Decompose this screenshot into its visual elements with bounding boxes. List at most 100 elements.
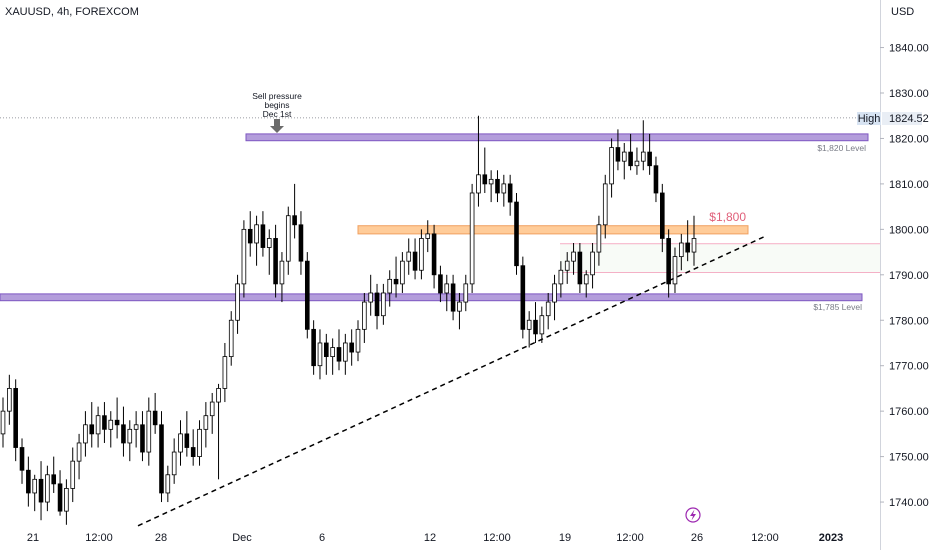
candle (304, 252, 310, 339)
sell-pressure-line-3: Dec 1st (263, 109, 292, 119)
candle-body-down (89, 424, 95, 435)
candle (501, 174, 507, 207)
candle (412, 238, 418, 280)
candle-body-up (285, 215, 291, 262)
candle (108, 411, 114, 448)
candle-body-up (590, 251, 595, 276)
candle-body-down (159, 424, 164, 494)
candle-body-up (463, 283, 469, 303)
y-tick-label: 1800.00 (889, 224, 929, 236)
candle-body-up (209, 401, 215, 417)
candle-body-down (431, 233, 437, 276)
candle (514, 192, 519, 275)
candle (292, 183, 297, 239)
candle (19, 438, 25, 484)
candle-body-up (127, 428, 133, 444)
candle (660, 183, 665, 253)
candles (0, 115, 697, 525)
lightning-icon[interactable] (685, 507, 701, 523)
candle-body-up (501, 183, 507, 194)
candle (564, 252, 570, 284)
candle-body-up (368, 292, 373, 303)
level-1820-label: $1,820 Level (817, 143, 866, 153)
candle (279, 252, 285, 303)
down-arrow-icon (270, 119, 284, 133)
candle-body-down (412, 251, 418, 271)
candle-body-up (7, 388, 12, 412)
x-tick-label: 12 (424, 532, 436, 544)
candle (400, 252, 405, 293)
candle (476, 115, 481, 207)
candle-body-up (317, 342, 323, 367)
candle-body-up (691, 238, 697, 253)
candle-body-up (609, 147, 614, 185)
candle (324, 333, 329, 375)
candle-body-down (304, 260, 310, 330)
candle-body-up (203, 415, 209, 430)
candle-body-up (381, 292, 386, 317)
candle-body-up (571, 251, 576, 262)
chart-title: XAUUSD, 4h, FOREXCOM (5, 6, 139, 18)
candle (609, 138, 614, 198)
candle-body-down (647, 151, 652, 167)
candle-body-up (679, 242, 684, 258)
candle (621, 142, 627, 180)
candle-body-down (520, 265, 526, 330)
candle (216, 383, 221, 480)
candle-body-up (469, 192, 475, 285)
candle-body-down (533, 319, 538, 335)
candle-body-up (672, 256, 678, 285)
candle-body-down (260, 224, 266, 248)
candle (431, 224, 437, 289)
candle-body-down (685, 242, 690, 253)
high-marker: High 1824.52 (857, 112, 929, 125)
candle (266, 229, 272, 275)
candle (222, 342, 228, 403)
candle (362, 292, 367, 343)
candle (178, 420, 183, 466)
candle-body-down (666, 238, 671, 285)
candle (583, 270, 589, 298)
candle-body-up (457, 301, 462, 312)
candle (32, 474, 37, 512)
candle-body-up (235, 283, 240, 321)
candle-body-up (178, 433, 183, 453)
candle-body-up (558, 269, 564, 285)
y-tick-label: 1750.00 (889, 452, 929, 464)
candle-body-down (26, 469, 31, 494)
candle-body-up (197, 428, 202, 457)
candle-body-down (121, 424, 126, 444)
candle (152, 392, 158, 434)
candle-body-up (444, 283, 450, 294)
candle (241, 220, 247, 298)
candle-body-down (19, 447, 25, 471)
candle (209, 392, 215, 434)
y-tick-label: 1820.00 (889, 133, 929, 145)
level-1800-label: $1,800 (709, 210, 746, 224)
candle (184, 411, 190, 457)
zone-1800 (357, 225, 749, 235)
candle (95, 406, 101, 448)
candle-body-up (526, 319, 532, 330)
candle (349, 329, 354, 366)
candle (488, 170, 494, 203)
candle (457, 292, 462, 330)
candle (640, 120, 646, 171)
candle-body-up (45, 474, 50, 503)
candle (438, 265, 443, 303)
candle (298, 211, 304, 275)
candle-body-up (133, 424, 139, 430)
candle-body-down (114, 419, 120, 426)
y-tick-label: 1830.00 (889, 88, 929, 100)
candle-body-up (32, 478, 37, 494)
candle (197, 420, 202, 466)
candle (254, 215, 259, 266)
x-tick-label: 12:00 (616, 532, 644, 544)
candle (615, 129, 621, 171)
candle (552, 274, 557, 321)
candle (653, 156, 659, 203)
y-tick-label: 1790.00 (889, 270, 929, 282)
candle (57, 470, 63, 516)
candle (685, 220, 690, 262)
